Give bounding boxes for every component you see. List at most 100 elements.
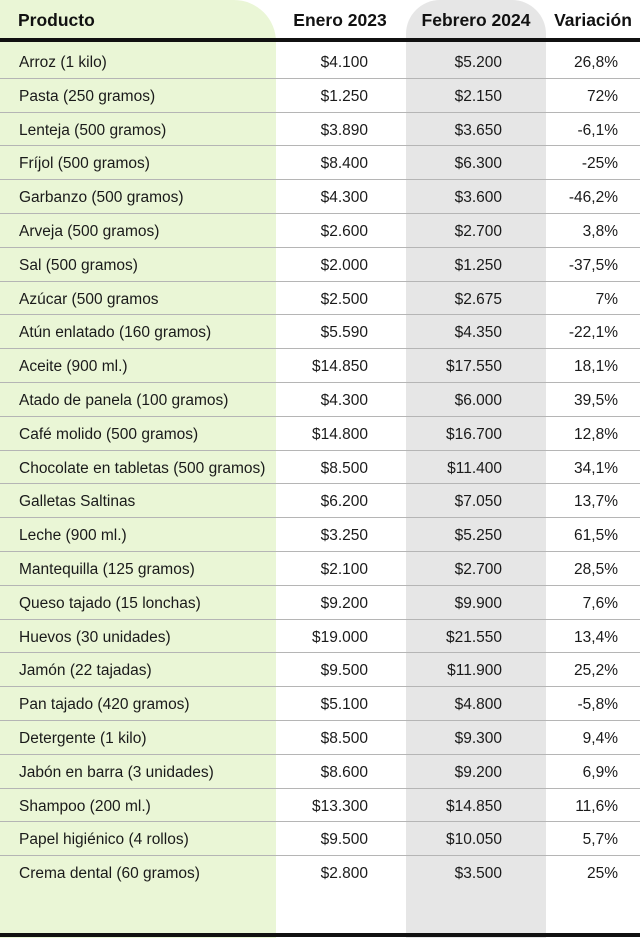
cell-variacion: 12,8%	[574, 425, 618, 443]
cell-enero: $4.300	[320, 391, 368, 409]
cell-febrero: $2.700	[454, 560, 502, 578]
table-body: Arroz (1 kilo) $4.100 $5.200 26,8% Pasta (25…	[0, 45, 640, 890]
cell-variacion: -6,1%	[577, 121, 619, 139]
cell-producto: Sal (500 gramos)	[19, 256, 138, 274]
cell-enero: $8.500	[320, 459, 368, 477]
cell-variacion: 3,8%	[582, 222, 618, 240]
table-row: Atún enlatado (160 gramos) $5.590 $4.350 -2…	[0, 315, 640, 350]
cell-producto: Crema dental (60 gramos)	[19, 865, 200, 883]
cell-producto: Garbanzo (500 gramos)	[19, 189, 184, 207]
cell-febrero: $14.850	[445, 797, 502, 815]
table-row: Sal (500 gramos) $2.000 $1.250 -37,5%	[0, 248, 640, 282]
cell-variacion: -5,8%	[577, 696, 619, 714]
cell-producto: Papel higiénico (4 rollos)	[19, 831, 189, 849]
cell-enero: $3.890	[320, 121, 368, 139]
cell-variacion: 11,6%	[575, 797, 618, 815]
cell-enero: $2.600	[320, 222, 368, 240]
cell-producto: Chocolate en tabletas (500 gramos)	[19, 459, 266, 477]
table-row: Huevos (30 unidades) $19.000 $21.550 13,4%	[0, 620, 640, 654]
cell-enero: $9.500	[320, 662, 368, 680]
table-row: Jabón en barra (3 unidades) $8.600 $9.200 6…	[0, 755, 640, 789]
cell-febrero: $4.350	[454, 324, 502, 342]
cell-febrero: $5.200	[454, 54, 502, 71]
table-row: Leche (900 ml.) $3.250 $5.250 61,5%	[0, 518, 640, 552]
cell-enero: $8.500	[320, 729, 368, 747]
cell-febrero: $16.700	[445, 425, 502, 443]
cell-enero: $14.800	[311, 425, 368, 443]
cell-febrero: $3.600	[454, 189, 502, 207]
table-row: Azúcar (500 gramos $2.500 $2.675 7%	[0, 282, 640, 316]
cell-enero: $2.100	[320, 560, 368, 578]
cell-producto: Pasta (250 gramos)	[19, 87, 156, 105]
cell-variacion: 39,5%	[574, 391, 618, 409]
cell-enero: $8.400	[320, 155, 368, 173]
header-febrero: Febrero 2024	[421, 10, 531, 30]
cell-variacion: -22,1%	[568, 324, 618, 342]
cell-producto: Arveja (500 gramos)	[19, 222, 160, 240]
cell-enero: $2.800	[320, 865, 368, 883]
cell-variacion: 13,7%	[574, 493, 618, 511]
table-row: Arveja (500 gramos) $2.600 $2.700 3,8%	[0, 214, 640, 248]
cell-febrero: $9.200	[454, 763, 502, 781]
table-row: Lenteja (500 gramos) $3.890 $3.650 -6,1%	[0, 113, 640, 147]
bottom-rule	[0, 933, 640, 937]
cell-febrero: $6.000	[454, 391, 502, 409]
cell-producto: Mantequilla (125 gramos)	[19, 560, 195, 578]
cell-producto: Huevos (30 unidades)	[19, 628, 171, 646]
producto-column-background	[0, 0, 276, 938]
table-row: Aceite (900 ml.) $14.850 $17.550 18,1%	[0, 349, 640, 383]
cell-febrero: $11.400	[447, 459, 502, 477]
cell-febrero: $2.150	[454, 87, 502, 105]
cell-producto: Pan tajado (420 gramos)	[19, 696, 190, 714]
cell-variacion: 61,5%	[574, 527, 618, 545]
cell-febrero: $9.900	[454, 594, 502, 612]
cell-producto: Aceite (900 ml.)	[19, 358, 128, 376]
cell-producto: Atún enlatado (160 gramos)	[19, 324, 212, 342]
cell-producto: Lenteja (500 gramos)	[19, 121, 167, 139]
cell-variacion: 18,1%	[574, 358, 618, 376]
cell-variacion: 7%	[595, 290, 618, 308]
cell-enero: $1.250	[320, 87, 368, 105]
table-row: Galletas Saltinas $6.200 $7.050 13,7%	[0, 484, 640, 519]
table-row: Papel higiénico (4 rollos) $9.500 $10.050 5…	[0, 822, 640, 857]
cell-enero: $14.850	[311, 358, 368, 376]
table-row: Detergente (1 kilo) $8.500 $9.300 9,4%	[0, 721, 640, 755]
cell-enero: $5.100	[320, 696, 368, 714]
cell-producto: Galletas Saltinas	[19, 493, 136, 511]
table-row: Café molido (500 gramos) $14.800 $16.700 12…	[0, 417, 640, 451]
cell-febrero: $10.050	[445, 831, 502, 849]
cell-variacion: 28,5%	[574, 560, 618, 578]
cell-febrero: $7.050	[454, 493, 502, 511]
table-row: Pasta (250 gramos) $1.250 $2.150 72%	[0, 79, 640, 113]
header-enero: Enero 2023	[293, 10, 387, 30]
cell-producto: Atado de panela (100 gramos)	[19, 391, 229, 409]
header-producto: Producto	[18, 10, 95, 30]
cell-variacion: 25%	[586, 865, 618, 883]
cell-variacion: -37,5%	[568, 256, 618, 274]
cell-variacion: -25%	[581, 155, 618, 173]
cell-febrero: $2.700	[454, 222, 502, 240]
cell-febrero: $11.900	[447, 662, 502, 680]
cell-enero: $9.200	[320, 594, 368, 612]
cell-producto: Azúcar (500 gramos	[19, 290, 159, 308]
cell-febrero: $4.800	[454, 696, 502, 714]
cell-enero: $2.500	[320, 290, 368, 308]
cell-enero: $4.100	[320, 54, 368, 71]
cell-febrero: $1.250	[454, 256, 502, 274]
cell-producto: Fríjol (500 gramos)	[19, 155, 150, 173]
cell-producto: Queso tajado (15 lonchas)	[19, 594, 201, 612]
cell-variacion: 7,6%	[582, 594, 618, 612]
cell-variacion: 5,7%	[582, 831, 618, 849]
table-row: Crema dental (60 gramos) $2.800 $3.500 25%	[0, 856, 640, 890]
cell-producto: Arroz (1 kilo)	[19, 54, 107, 71]
cell-producto: Café molido (500 gramos)	[19, 425, 199, 443]
cell-enero: $6.200	[320, 493, 368, 511]
cell-producto: Detergente (1 kilo)	[19, 729, 147, 747]
cell-variacion: 6,9%	[582, 763, 618, 781]
table-row: Jamón (22 tajadas) $9.500 $11.900 25,2%	[0, 653, 640, 688]
cell-enero: $3.250	[320, 527, 368, 545]
table-row: Shampoo (200 ml.) $13.300 $14.850 11,6%	[0, 789, 640, 823]
cell-variacion: 25,2%	[574, 662, 618, 680]
table-row: Chocolate en tabletas (500 gramos) $8.500…	[0, 451, 640, 485]
febrero-column-background	[406, 0, 546, 938]
